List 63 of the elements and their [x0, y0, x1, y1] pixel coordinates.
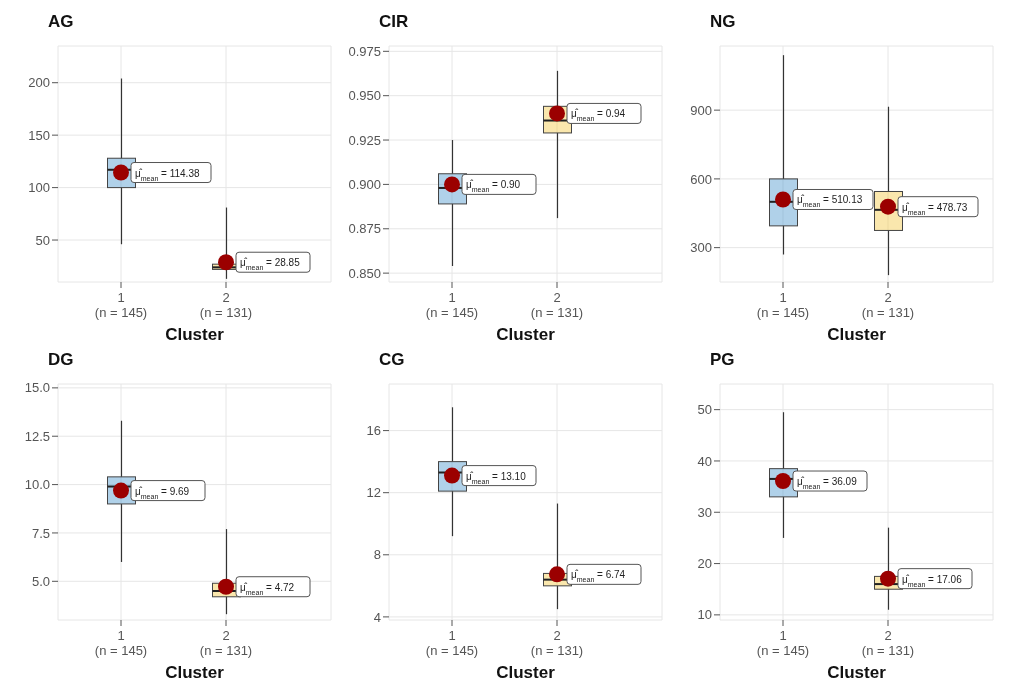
chart-title: PG [710, 350, 735, 370]
y-tick-label: 12.5 [24, 428, 50, 444]
x-tick-label: 2 (n = 131) [530, 628, 584, 658]
y-tick-label: 0.900 [348, 177, 381, 193]
annotation: μ̂$_{mean}$ = 36.09 [797, 476, 858, 490]
y-tick-label: 16 [366, 423, 381, 439]
chart-title: CIR [379, 12, 409, 32]
y-tick-label: 10 [697, 607, 712, 623]
y-tick-label: 7.5 [31, 525, 50, 541]
x-axis-title: Cluster [496, 663, 556, 682]
y-tick-label: 0.850 [348, 265, 381, 281]
y-tick-label: 10.0 [24, 477, 50, 493]
annotation: μ̂$_{mean}$ = 6.74 [571, 569, 626, 583]
y-tick-label: 100 [28, 180, 50, 196]
y-tick-label: 15.0 [24, 380, 50, 396]
x-axis-title: Cluster [165, 325, 225, 344]
x-axis-title: Cluster [496, 325, 556, 344]
annotation: μ̂$_{mean}$ = 0.94 [571, 108, 626, 122]
annotation: μ̂$_{mean}$ = 9.69 [135, 485, 190, 500]
x-tick-label: 1 (n = 145) [425, 628, 479, 658]
y-tick-label: 5.0 [31, 573, 50, 589]
chart-title: CG [379, 350, 405, 370]
annotation: μ̂$_{mean}$ = 478.73 [902, 201, 968, 216]
annotation: μ̂$_{mean}$ = 28.85 [240, 257, 301, 271]
y-tick-label: 30 [697, 504, 712, 520]
annotation: μ̂$_{mean}$ = 510.13 [797, 194, 863, 208]
annotation: μ̂$_{mean}$ = 0.90 [466, 179, 521, 193]
x-axis-title: Cluster [827, 663, 887, 682]
annotation: μ̂$_{mean}$ = 13.10 [466, 470, 527, 485]
x-tick-label: 2 (n = 131) [861, 628, 915, 658]
y-tick-label: 150 [28, 127, 50, 143]
y-tick-label: 0.950 [348, 88, 381, 104]
y-tick-label: 40 [697, 453, 712, 469]
y-tick-label: 0.975 [348, 43, 381, 59]
x-axis-title: Cluster [827, 325, 887, 344]
y-tick-label: 8 [373, 547, 381, 563]
y-tick-label: 12 [366, 485, 381, 501]
y-tick-label: 0.875 [348, 221, 381, 237]
x-axis-title: Cluster [165, 663, 225, 682]
y-tick-label: 900 [690, 102, 712, 118]
chart-title: NG [710, 12, 736, 32]
annotation: μ̂$_{mean}$ = 17.06 [902, 573, 963, 588]
x-tick-label: 2 (n = 131) [199, 628, 253, 658]
x-tick-label: 2 (n = 131) [530, 290, 584, 320]
annotation: μ̂$_{mean}$ = 4.72 [240, 581, 295, 596]
y-tick-label: 200 [28, 75, 50, 91]
x-tick-label: 1 (n = 145) [756, 290, 810, 320]
x-tick-label: 2 (n = 131) [199, 290, 253, 320]
y-tick-label: 50 [697, 402, 712, 418]
y-tick-label: 20 [697, 556, 712, 572]
chart-title: AG [48, 12, 74, 32]
x-tick-label: 1 (n = 145) [94, 290, 148, 320]
x-tick-label: 1 (n = 145) [94, 628, 148, 658]
x-tick-label: 1 (n = 145) [425, 290, 479, 320]
y-tick-label: 4 [373, 609, 381, 625]
y-tick-label: 600 [690, 171, 712, 187]
y-tick-label: 0.925 [348, 132, 381, 148]
y-tick-label: 300 [690, 240, 712, 256]
y-tick-label: 50 [35, 232, 50, 248]
annotation: μ̂$_{mean}$ = 114.38 [135, 167, 200, 182]
x-tick-label: 2 (n = 131) [861, 290, 915, 320]
x-tick-label: 1 (n = 145) [756, 628, 810, 658]
chart-title: DG [48, 350, 74, 370]
